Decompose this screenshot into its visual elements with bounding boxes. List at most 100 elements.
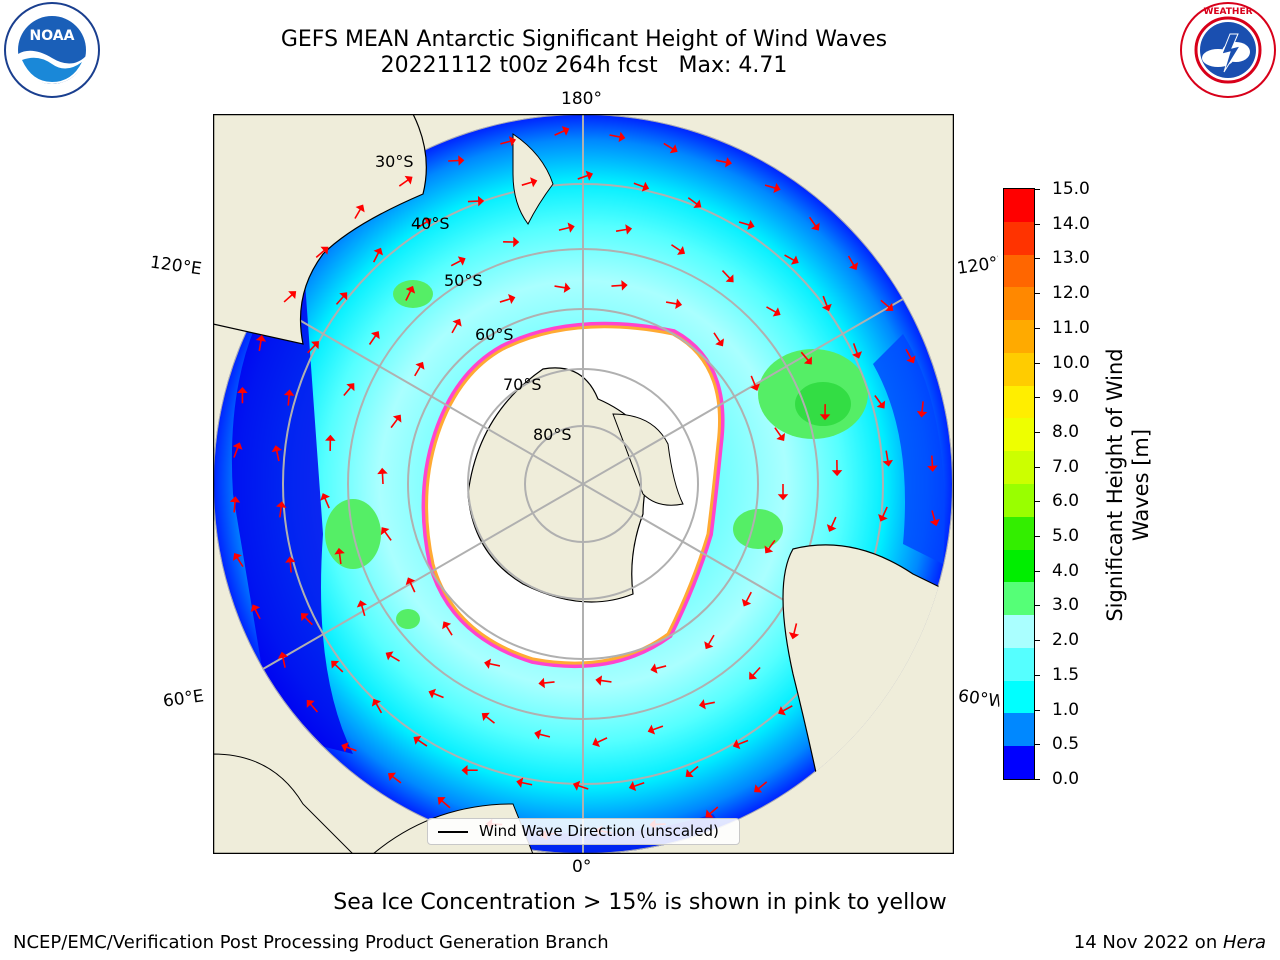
- wave-direction-arrow: [793, 623, 798, 635]
- lat-label-40s: 40°S: [411, 214, 450, 233]
- wave-direction-arrowhead: [341, 742, 349, 753]
- wave-direction-arrowhead: [339, 292, 348, 301]
- wave-direction-arrow: [441, 799, 451, 809]
- wave-direction-arrowhead: [567, 222, 575, 233]
- wave-direction-arrow: [852, 343, 859, 355]
- wave-direction-arrowhead: [481, 712, 490, 721]
- wave-direction-arrowhead: [250, 604, 261, 613]
- wave-direction-arrowhead: [530, 177, 538, 188]
- wave-direction-arrowhead: [572, 780, 581, 791]
- chart-subtitle: 20221112 t00z 264h fcst Max: 4.71: [380, 53, 788, 78]
- wave-direction-arrowhead: [561, 126, 570, 136]
- wave-direction-arrowhead: [882, 459, 894, 467]
- wave-direction-arrowhead: [819, 414, 831, 421]
- wave-direction-arrow: [689, 765, 699, 775]
- wave-direction-arrow: [391, 775, 402, 784]
- footer-credit: NCEP/EMC/Verification Post Processing Pr…: [13, 932, 609, 953]
- wave-direction-arrowhead: [788, 632, 800, 640]
- nws-logo: WEATHER: [1180, 2, 1276, 98]
- wave-direction-arrowhead: [232, 442, 243, 450]
- wave-direction-arrowhead: [650, 663, 658, 674]
- colorbar-title-line1: Significant Height of Wind: [1103, 348, 1127, 622]
- colorbar-segment: [1004, 287, 1034, 321]
- wave-direction-arrow: [543, 681, 555, 684]
- wave-direction-arrowhead: [271, 445, 282, 453]
- wave-direction-arrow: [609, 134, 621, 138]
- wave-direction-arrow: [409, 581, 416, 593]
- colorbar-segment: [1004, 549, 1034, 583]
- wave-direction-arrowhead: [641, 181, 650, 192]
- wave-direction-arrowhead: [232, 552, 242, 561]
- wave-direction-arrow: [417, 739, 428, 747]
- wave-direction-arrowhead: [754, 784, 763, 793]
- colorbar-tick: [1034, 258, 1040, 260]
- wave-direction-arrowhead: [906, 355, 916, 364]
- wave-direction-arrowhead: [538, 677, 545, 689]
- wave-direction-arrow: [451, 322, 459, 334]
- colorbar-tick-label: 7.0: [1052, 456, 1080, 477]
- wave-direction-arrowhead: [320, 493, 330, 501]
- wave-direction-arrowhead: [803, 356, 812, 365]
- wave-direction-arrow: [707, 634, 715, 646]
- colorbar-tick-label: 14.0: [1052, 213, 1090, 234]
- wave-direction-arrow: [784, 254, 795, 262]
- wave-direction-arrow: [554, 129, 565, 136]
- wave-direction-arrow: [830, 516, 837, 528]
- wave-direction-arrow: [381, 472, 384, 485]
- wave-direction-arrowhead: [371, 331, 380, 340]
- wave-direction-arrowhead: [437, 797, 446, 806]
- wave-direction-arrowhead: [741, 598, 752, 607]
- wave-direction-arrowhead: [749, 671, 758, 680]
- wave-direction-arrow: [921, 401, 924, 413]
- wave-direction-arrow: [287, 394, 291, 406]
- wave-direction-arrow: [539, 733, 551, 738]
- wave-direction-arrow: [687, 197, 698, 205]
- wave-direction-arrow: [485, 715, 496, 724]
- wave-direction-arrow: [343, 386, 352, 397]
- wave-direction-arrowhead: [380, 527, 390, 536]
- wave-direction-arrow: [282, 656, 286, 668]
- legend-line-swatch: [438, 831, 468, 833]
- wave-direction-arrow: [279, 506, 283, 518]
- wave-direction-arrow: [757, 781, 768, 790]
- wave-direction-arrow: [236, 556, 244, 568]
- wave-direction-arrowhead: [237, 386, 248, 394]
- wave-direction-arrowhead: [927, 465, 938, 472]
- wave-direction-arrow: [715, 159, 728, 164]
- lat-label-60s: 60°S: [475, 325, 514, 344]
- colorbar-tick: [1034, 605, 1040, 607]
- wave-direction-arrowhead: [693, 199, 702, 209]
- wave-direction-arrow: [258, 339, 262, 352]
- wave-direction-arrowhead: [325, 434, 336, 441]
- wave-direction-arrow: [633, 782, 645, 788]
- wave-direction-arrowhead: [698, 699, 706, 710]
- colorbar-tick-label: 1.0: [1052, 699, 1080, 720]
- wave-direction-arrowhead: [415, 361, 425, 370]
- wave-direction-arrowhead: [255, 334, 267, 342]
- wave-direction-arrowhead: [275, 501, 287, 508]
- wave-direction-arrowhead: [452, 318, 462, 327]
- wave-direction-arrow: [368, 335, 377, 345]
- colorbar-tick-label: 0.5: [1052, 734, 1080, 755]
- wave-direction-arrow: [500, 140, 512, 145]
- wave-direction-arrowhead: [747, 219, 755, 230]
- noaa-logo: NOAA: [4, 2, 100, 98]
- wave-direction-arrow: [655, 665, 667, 670]
- wave-direction-arrowhead: [508, 136, 517, 147]
- wave-direction-arrow: [521, 781, 533, 786]
- colorbar-segment: [1004, 713, 1034, 747]
- wave-direction-arrowhead: [428, 688, 437, 699]
- colorbar-segment: [1004, 680, 1034, 714]
- colorbar-segment: [1004, 189, 1034, 223]
- lat-label-30s: 30°S: [375, 152, 414, 171]
- wave-direction-arrowhead: [387, 772, 396, 781]
- wave-direction-arrow: [233, 446, 239, 458]
- wave-direction-arrowhead: [229, 496, 241, 503]
- wave-direction-arrow: [577, 174, 589, 180]
- lat-label-50s: 50°S: [444, 271, 483, 290]
- wave-direction-arrow: [615, 228, 628, 232]
- wave-direction-arrowhead: [776, 433, 786, 441]
- colorbar-tick: [1034, 744, 1040, 746]
- wave-direction-arrow: [398, 179, 409, 187]
- wave-direction-arrowhead: [373, 247, 383, 256]
